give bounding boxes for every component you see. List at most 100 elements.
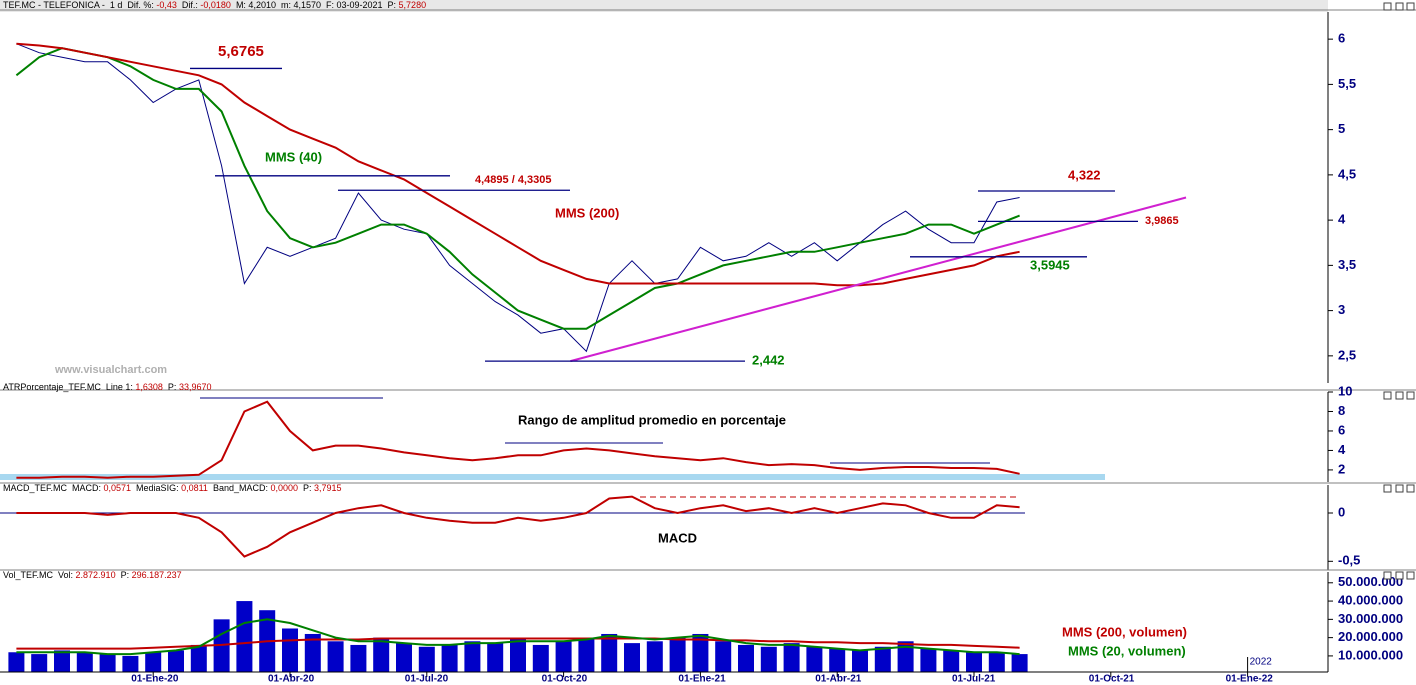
y-tick-label: 8 — [1338, 403, 1345, 418]
panel-annotation: Rango de amplitud promedio en porcentaje — [518, 412, 786, 427]
series-line — [16, 42, 1020, 287]
window-button[interactable] — [1406, 571, 1415, 580]
x-tick-label: 01-Ene-20 — [131, 674, 179, 685]
window-button[interactable] — [1383, 571, 1392, 580]
title-part: 0,0811 — [181, 483, 208, 493]
volume-bar — [464, 641, 481, 672]
volume-bar — [943, 650, 960, 672]
y-tick-label: 5,5 — [1338, 76, 1356, 91]
x-tick-label: 01-Oct-20 — [542, 674, 588, 685]
x-tick-label: 01-Jul-21 — [952, 674, 996, 685]
y-tick-label: 40.000.000 — [1338, 593, 1403, 608]
volume-bar — [806, 646, 823, 672]
trendline — [570, 196, 1187, 363]
title-part: 0,0000 — [270, 483, 298, 493]
volume-bar — [760, 646, 777, 672]
volume-bar — [669, 637, 686, 672]
volume-bar — [897, 641, 914, 672]
y-tick-label: 0 — [1338, 504, 1345, 519]
volume-bar — [282, 628, 298, 672]
panel-annotation: MACD — [658, 530, 697, 545]
title-part: MediaSIG: — [131, 483, 181, 493]
y-tick-label: 2 — [1338, 461, 1345, 476]
volume-bar — [76, 652, 93, 672]
level-label: 3,5945 — [1030, 257, 1070, 272]
series-label: MMS (40) — [265, 149, 322, 164]
y-tick-label: 4 — [1338, 442, 1346, 457]
panel-title: ATRPorcentaje_TEF.MC Line 1: 1,6308 P: 3… — [3, 382, 211, 392]
volume-bar — [122, 655, 139, 672]
window-button[interactable] — [1406, 484, 1415, 493]
volume-bar — [236, 601, 253, 672]
volume-bar — [190, 644, 207, 672]
title-part: 1,6308 — [135, 382, 163, 392]
title-part: Vol_TEF.MC Vol: — [3, 570, 76, 580]
title-part: 2.872.910 — [76, 570, 116, 580]
volume-bar — [510, 637, 526, 672]
watermark: www.visualchart.com — [54, 364, 167, 376]
header-bar — [0, 0, 1416, 12]
series-line — [15, 47, 1020, 330]
volume-bar — [350, 644, 367, 672]
year-label: 2022 — [1250, 657, 1273, 668]
y-tick-label: -0,5 — [1338, 553, 1360, 568]
panel-title: TEF.MC - TELEFONICA - 1 d Dif. %: -0,43 … — [3, 0, 426, 10]
window-button[interactable] — [1406, 2, 1415, 11]
volume-bar — [852, 650, 868, 672]
volume-bar — [487, 643, 504, 672]
level-label: 4,322 — [1068, 167, 1101, 182]
title-part: Band_MACD: — [208, 483, 271, 493]
y-tick-label: 2,5 — [1338, 347, 1356, 362]
volume-bar — [373, 637, 390, 672]
y-tick-label: 4 — [1338, 212, 1346, 227]
title-part: 296.187.237 — [132, 570, 182, 580]
title-part: MACD_TEF.MC MACD: — [3, 483, 104, 493]
x-tick-label: 01-Abr-20 — [268, 674, 315, 685]
volume-bar — [54, 650, 70, 672]
x-tick-label: 01-Ene-21 — [678, 674, 726, 685]
series-line — [16, 618, 1020, 656]
volume-bar — [555, 641, 572, 672]
volume-bar — [738, 644, 754, 672]
window-button[interactable] — [1383, 484, 1392, 493]
panel-title: Vol_TEF.MC Vol: 2.872.910 P: 296.187.237 — [3, 570, 182, 580]
volume-bar — [532, 644, 549, 672]
volume-bar — [624, 643, 640, 672]
title-part: 5,7280 — [399, 0, 427, 10]
title-part: P: — [298, 483, 314, 493]
window-button[interactable] — [1395, 571, 1404, 580]
window-button[interactable] — [1383, 391, 1392, 400]
volume-bar — [920, 648, 937, 672]
volume-bar — [966, 652, 982, 672]
title-part: -0,0180 — [200, 0, 231, 10]
window-button[interactable] — [1395, 2, 1404, 11]
level-label: 3,9865 — [1145, 215, 1179, 227]
y-tick-label: 20.000.000 — [1338, 629, 1403, 644]
y-tick-label: 3 — [1338, 302, 1345, 317]
y-tick-label: 6 — [1338, 422, 1345, 437]
title-part: M: 4,2010 m: 4,1570 F: 03-09-2021 P: — [231, 0, 399, 10]
y-tick-label: 4,5 — [1338, 166, 1356, 181]
x-tick-label: 01-Jul-20 — [405, 674, 449, 685]
series-line — [16, 637, 1020, 650]
y-tick-label: 50.000.000 — [1338, 574, 1403, 589]
volume-bar — [988, 652, 1005, 672]
legend-entry: MMS (200, volumen) — [1062, 624, 1187, 639]
volume-bar — [304, 633, 321, 672]
window-button[interactable] — [1406, 391, 1415, 400]
volume-bar — [783, 643, 800, 672]
window-button[interactable] — [1383, 2, 1392, 11]
window-button[interactable] — [1395, 484, 1404, 493]
window-button[interactable] — [1395, 391, 1404, 400]
volume-bar — [646, 641, 663, 672]
level-label: 2,442 — [752, 352, 785, 367]
series-line — [16, 495, 1020, 558]
level-label: 4,4895 / 4,3305 — [475, 174, 551, 186]
x-tick-label: 01-Abr-21 — [815, 674, 862, 685]
volume-bar — [99, 654, 116, 672]
volume-bar — [829, 648, 846, 672]
title-part: P: — [116, 570, 132, 580]
atr-band — [0, 474, 1105, 480]
